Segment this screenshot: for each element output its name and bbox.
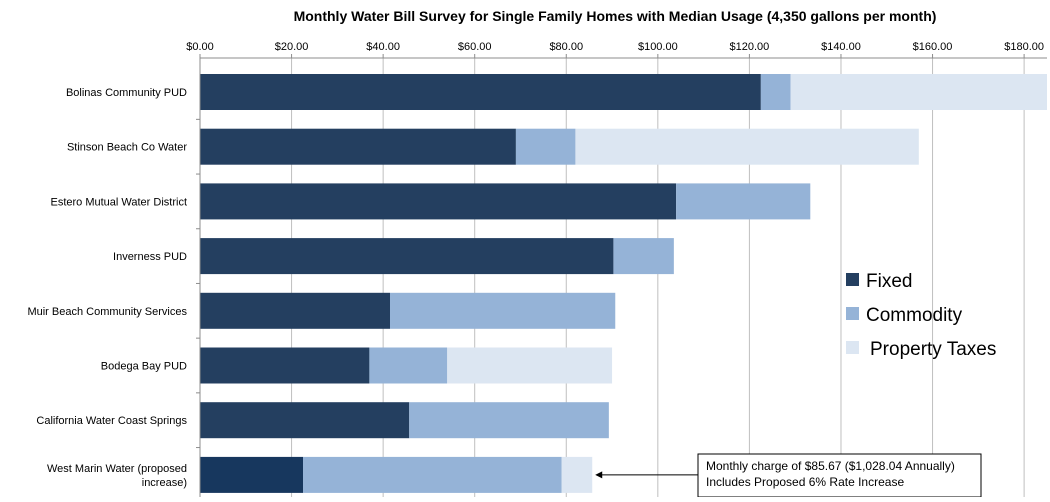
category-label: West Marin Water (proposed increase) <box>47 463 187 489</box>
category-label: Stinson Beach Co Water <box>67 142 187 154</box>
x-tick-label: $180.00 <box>1004 41 1044 53</box>
bar-segment <box>613 238 674 275</box>
bar-segment <box>200 402 410 439</box>
bar-segment <box>515 128 576 165</box>
bar-segment <box>303 456 562 493</box>
bar-segment <box>200 183 677 220</box>
category-label-line: California Water Coast Springs <box>36 415 187 427</box>
legend-swatch <box>846 307 859 320</box>
bar-segment <box>575 128 919 165</box>
bar-segment <box>561 456 593 493</box>
category-label-line: Muir Beach Community Services <box>27 306 187 318</box>
bar-segment <box>200 128 516 165</box>
annotation-arrow-head <box>595 471 603 479</box>
category-label-line: Inverness PUD <box>113 251 187 263</box>
x-tick-label: $20.00 <box>275 41 309 53</box>
category-label: Muir Beach Community Services <box>27 306 187 318</box>
legend-swatch <box>846 341 859 354</box>
bar-segment <box>200 347 370 384</box>
bar-segment <box>200 74 761 110</box>
category-label: California Water Coast Springs <box>36 415 187 427</box>
bar-segment <box>447 347 613 384</box>
legend: Fixed Commodity Property Taxes <box>846 271 996 360</box>
chart-title: Monthly Water Bill Survey for Single Fam… <box>294 8 937 24</box>
bar-segment <box>790 74 1047 110</box>
x-tick-label: $100.00 <box>638 41 678 53</box>
bar-segment <box>200 238 614 275</box>
category-label: Inverness PUD <box>113 251 187 263</box>
category-labels: Bolinas Community PUD Stinson Beach Co Wa… <box>27 87 187 489</box>
bars-layer <box>200 74 1047 493</box>
bar-segment <box>200 292 391 329</box>
category-label-line: increase) <box>142 477 187 489</box>
x-tick-label: $0.00 <box>186 41 214 53</box>
category-label: Bolinas Community PUD <box>66 87 187 99</box>
x-tick-label: $60.00 <box>458 41 492 53</box>
x-tick-label: $140.00 <box>821 41 861 53</box>
legend-label: Fixed <box>866 271 912 292</box>
category-label: Bodega Bay PUD <box>101 361 187 373</box>
bar-segment <box>369 347 448 384</box>
x-tick-label: $80.00 <box>549 41 583 53</box>
legend-swatch <box>846 273 859 286</box>
axis-layer: $0.00 $20.00 $40.00 $60.00 $80.00 $100.00 $120… <box>186 41 1047 497</box>
x-tick-label: $40.00 <box>366 41 400 53</box>
bar-segment <box>409 402 609 439</box>
legend-label: Property Taxes <box>870 339 996 360</box>
category-label-line: Stinson Beach Co Water <box>67 142 187 154</box>
category-label: Estero Mutual Water District <box>50 196 187 208</box>
category-label-line: Bolinas Community PUD <box>66 87 187 99</box>
category-label-line: Bodega Bay PUD <box>101 361 187 373</box>
bar-segment <box>200 456 304 493</box>
annotation-text: Monthly charge of $85.67 ($1,028.04 Annu… <box>706 459 955 473</box>
x-tick-label: $120.00 <box>730 41 770 53</box>
annotation-box <box>697 453 982 498</box>
legend-label: Commodity <box>866 305 963 326</box>
bar-segment <box>760 74 791 110</box>
category-label-line: West Marin Water (proposed <box>47 463 187 475</box>
annotation-text: Includes Proposed 6% Rate Increase <box>706 475 904 489</box>
annotation: Monthly charge of $85.67 ($1,028.04 Annu… <box>595 453 982 498</box>
bar-segment <box>390 292 616 329</box>
x-tick-label: $160.00 <box>913 41 953 53</box>
bar-segment <box>676 183 811 220</box>
category-label-line: Estero Mutual Water District <box>50 196 187 208</box>
